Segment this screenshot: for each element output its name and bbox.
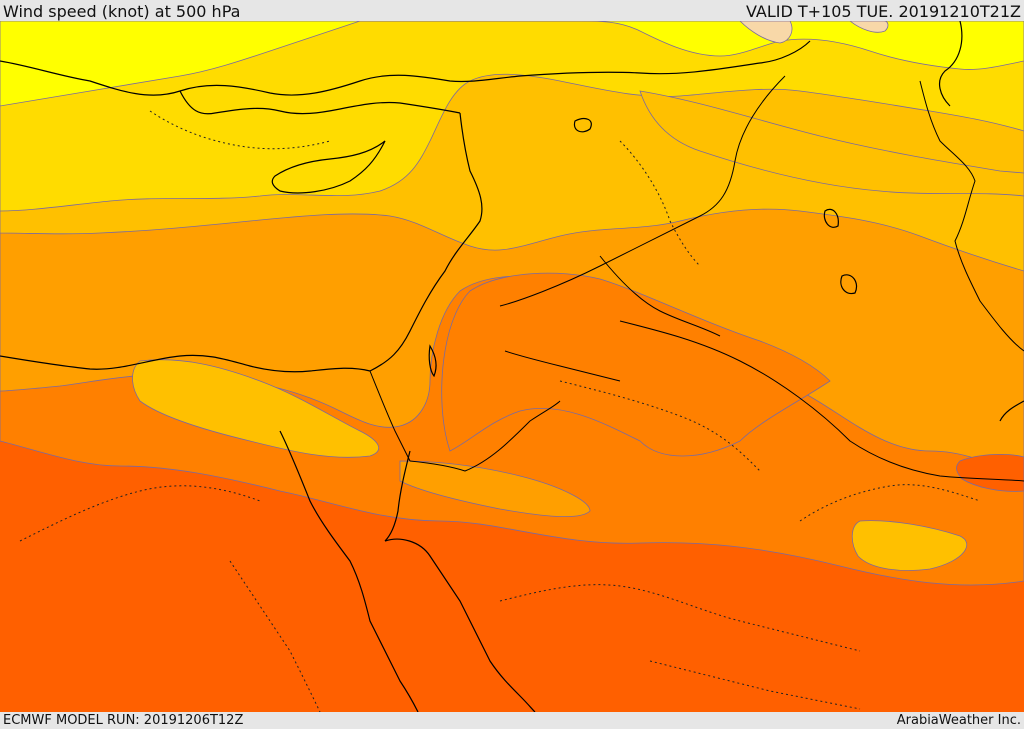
syria-iraq-border — [599, 255, 721, 337]
jordan-iraq-border — [499, 75, 786, 307]
gulf-of-aqaba — [384, 450, 411, 542]
sinai-israel-border — [369, 370, 411, 462]
lake-van — [573, 118, 592, 133]
band-pale — [739, 21, 889, 44]
islands-east — [823, 208, 858, 295]
persian-gulf — [999, 400, 1024, 422]
band-amber-southeast — [851, 520, 968, 571]
caspian-edge — [938, 21, 963, 107]
admin-line-2 — [499, 584, 861, 652]
saudi-jordan-south — [409, 400, 561, 472]
band-yellow — [0, 21, 1024, 107]
admin-borders — [19, 110, 981, 712]
coastlines — [0, 21, 1024, 712]
turkey-coast — [0, 40, 811, 96]
header-bar: Wind speed (knot) at 500 hPa VALID T+105… — [0, 0, 1024, 21]
red-sea-east-coast — [384, 538, 536, 712]
band-orange-negev — [399, 460, 591, 518]
valid-time: VALID T+105 TUE. 20191210T21Z — [745, 2, 1021, 21]
egypt-coast — [0, 354, 371, 373]
iraq-iran-border — [919, 80, 1024, 352]
band-red-orange-east — [956, 453, 1024, 492]
weather-map[interactable] — [0, 21, 1024, 712]
band-dark-orange-jordan — [441, 272, 831, 457]
band-amber-egypt — [132, 359, 380, 458]
admin-line-5 — [799, 484, 981, 522]
wind-speed-map-svg — [0, 21, 1024, 712]
levant-coast — [369, 112, 483, 372]
iraq-saudi-border — [619, 320, 1024, 482]
admin-line-6 — [149, 110, 331, 150]
admin-line-1 — [19, 485, 261, 542]
dead-sea — [428, 344, 437, 378]
gulf-of-suez — [279, 430, 419, 712]
band-amber-east — [639, 90, 1024, 197]
jordan-saudi-border — [504, 350, 621, 382]
footer-bar: ECMWF MODEL RUN: 20191206T12Z ArabiaWeat… — [0, 712, 1024, 729]
country-borders — [369, 75, 1024, 482]
model-run: ECMWF MODEL RUN: 20191206T12Z — [3, 713, 244, 728]
band-gold — [0, 21, 1024, 212]
cyprus — [271, 140, 386, 194]
turkey-south-coast — [179, 90, 461, 115]
map-title: Wind speed (knot) at 500 hPa — [3, 2, 241, 21]
credit-text: ArabiaWeather Inc. — [896, 713, 1021, 728]
